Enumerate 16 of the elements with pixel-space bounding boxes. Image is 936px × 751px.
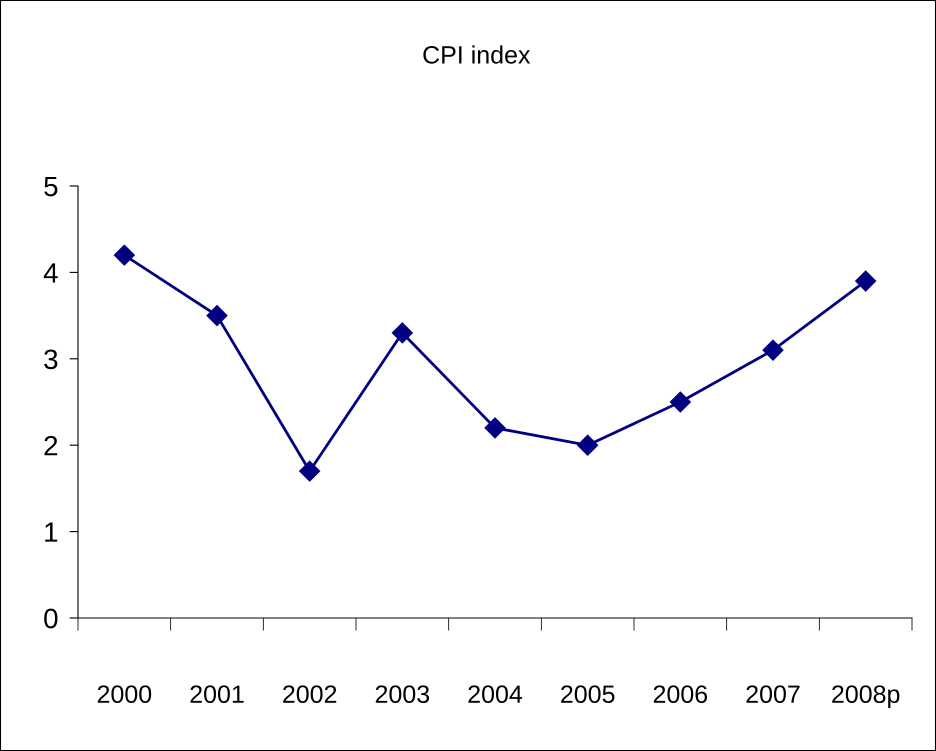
y-tick-label: 5 — [44, 176, 58, 196]
y-tick-label: 3 — [44, 349, 58, 370]
x-tick-label: 2004 — [468, 685, 522, 704]
y-tick-label: 0 — [44, 608, 58, 628]
y-tick-label: 4 — [44, 263, 58, 282]
x-tick-label: 2005 — [561, 685, 614, 704]
x-tick-label: 2008p — [832, 685, 900, 708]
y-tick-label: 1 — [45, 522, 58, 542]
x-tick-label: 2006 — [654, 685, 708, 704]
chart-title: CPI index — [423, 45, 530, 64]
x-tick-label: 2007 — [746, 685, 800, 704]
x-tick-label: 2000 — [98, 685, 152, 704]
x-tick-label: 2003 — [376, 685, 430, 704]
x-tick-label: 2001 — [190, 685, 244, 704]
x-tick-label: 2002 — [283, 685, 336, 704]
y-tick-label: 2 — [44, 436, 58, 456]
